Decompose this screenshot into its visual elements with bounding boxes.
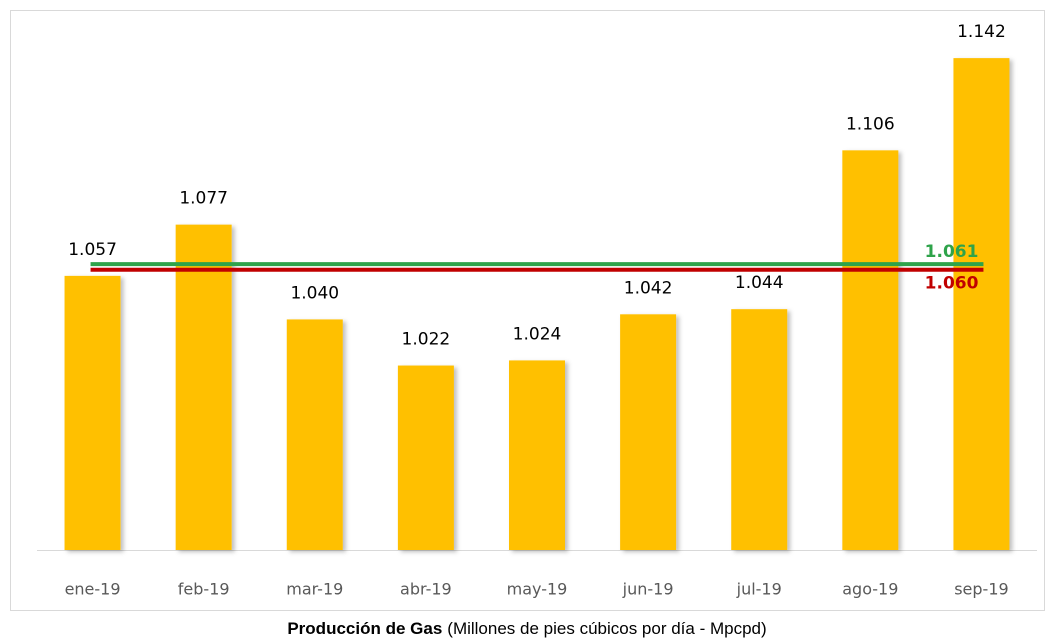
bar [286,319,343,550]
reference-label: 1.060 [925,274,979,294]
x-tick-label: jun-19 [622,580,674,599]
data-label: 1.024 [513,324,562,344]
x-tick-label: mar-19 [286,580,343,599]
data-label: 1.057 [68,240,117,260]
caption: Producción de Gas (Millones de pies cúbic… [287,619,766,638]
data-label: 1.042 [624,278,673,298]
bar [64,275,121,550]
reference-label: 1.061 [925,242,979,262]
x-tick-label: sep-19 [954,580,1008,599]
data-label: 1.044 [735,273,784,293]
caption-subtitle: (Millones de pies cúbicos por día - Mpcp… [447,619,766,638]
x-tick-label: abr-19 [400,580,452,599]
bar [731,309,788,550]
x-tick-label: may-19 [507,580,568,599]
x-tick-label: feb-19 [178,580,230,599]
data-label: 1.077 [179,189,228,209]
data-label: 1.142 [957,22,1006,42]
x-tick-label: ene-19 [65,580,121,599]
bar [953,58,1010,550]
bar [842,150,899,551]
bar [175,224,232,550]
data-label: 1.022 [402,330,451,350]
x-tick-label: ago-19 [842,580,898,599]
bar [620,314,677,550]
data-label: 1.106 [846,114,895,134]
bar [397,365,454,550]
data-label: 1.040 [290,283,339,303]
bar [509,360,565,550]
x-tick-label: jul-19 [736,580,782,599]
caption-title: Producción de Gas [287,619,442,638]
